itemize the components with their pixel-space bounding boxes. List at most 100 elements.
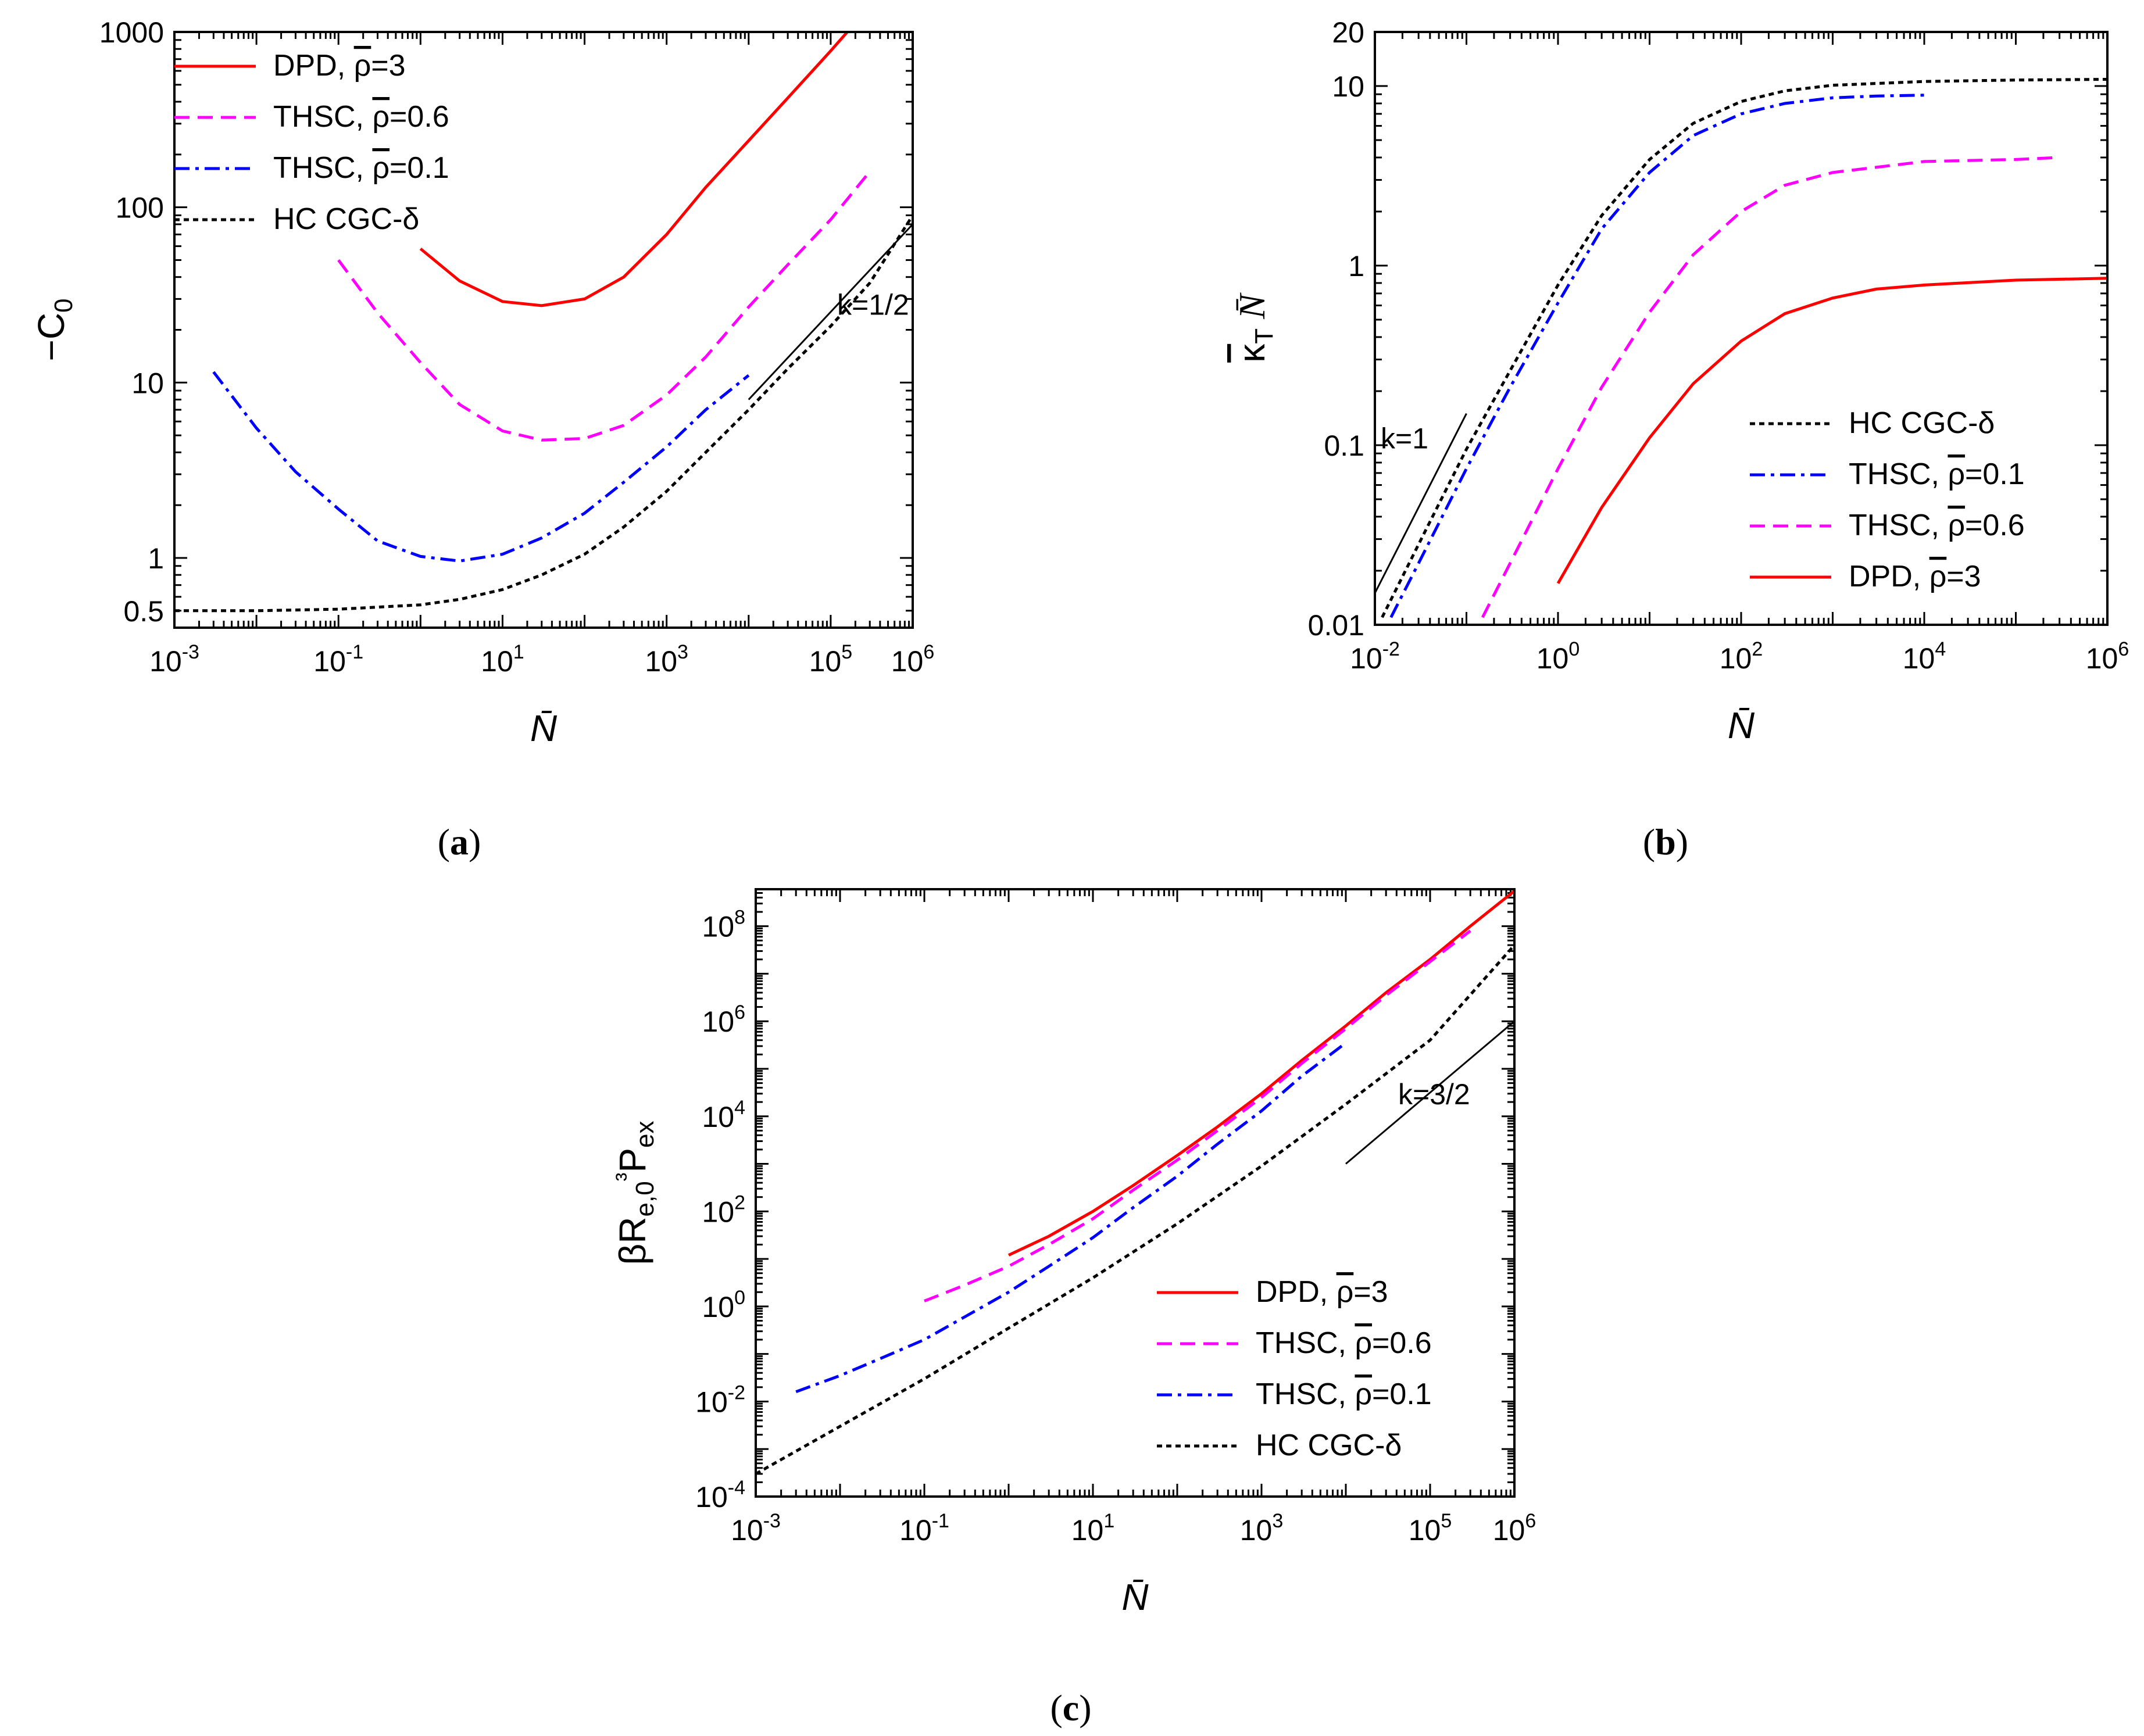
y-tick-exp: 6 [734, 1001, 745, 1023]
legend-label-DPD-pre: DPD, [1256, 1275, 1337, 1309]
x-tick-exp: 1 [513, 641, 524, 663]
panel-label-a: (a) [438, 821, 481, 862]
y-tick-base: 10 [702, 1101, 734, 1133]
x-tick-label: 102 [1720, 638, 1763, 675]
y-tick-label: 1 [148, 542, 164, 575]
series-line-THSC01 [1389, 94, 1925, 618]
y-axis-label-sub2: ex [631, 1121, 659, 1147]
legend-label-THSC01-post: =0.1 [1965, 457, 2025, 491]
legend-label-THSC06-symbol: ρ [1355, 1326, 1372, 1360]
x-tick-exp: 6 [923, 641, 934, 663]
y-tick-label: 10 [1332, 70, 1364, 103]
y-tick-exp: -4 [728, 1477, 745, 1499]
x-tick-label: 105 [809, 641, 853, 678]
y-tick-label: 0.01 [1308, 609, 1364, 642]
y-tick-base: 10 [702, 911, 734, 943]
legend-label-THSC01-pre: THSC, [273, 151, 372, 185]
y-axis-label-main: −C [30, 313, 72, 361]
legend-label-DPD: DPD, ρ=3 [1849, 560, 1981, 593]
legend-label-DPD-symbol: ρ [354, 49, 371, 83]
x-tick-base: 10 [1903, 642, 1935, 675]
x-tick-label: 105 [1409, 1510, 1452, 1547]
legend-label-THSC01-symbol: ρ [1355, 1377, 1372, 1411]
slope-annotation: k=1/2 [837, 289, 909, 321]
x-tick-exp: 1 [1103, 1510, 1114, 1532]
legend-label-THSC06-symbol: ρ [372, 100, 390, 134]
x-tick-label: 106 [891, 641, 935, 678]
y-tick-label: 0.5 [123, 595, 164, 628]
x-tick-base: 10 [731, 1514, 763, 1547]
x-tick-label: 10-3 [149, 641, 199, 678]
x-tick-label: 100 [1536, 638, 1580, 675]
x-axis-label: N̄ [1121, 1576, 1149, 1618]
legend-label-DPD-pre: DPD, [1849, 560, 1929, 593]
y-tick-label: 104 [702, 1097, 745, 1133]
legend-label-DPD: DPD, ρ=3 [273, 49, 406, 83]
legend-label-DPD-post: =3 [1353, 1275, 1388, 1309]
y-tick-label: 0.1 [1324, 429, 1364, 462]
series-line-THSC06 [337, 170, 871, 442]
x-tick-exp: -1 [932, 1510, 949, 1532]
legend-label-THSC06-post: =0.6 [1965, 509, 2025, 542]
y-axis-label: κT N̄ [1231, 292, 1278, 363]
slope-annotation: k=1 [1381, 423, 1428, 455]
legend-label-THSC01: THSC, ρ=0.1 [1849, 457, 2025, 491]
series-line-HC [756, 944, 1514, 1476]
slope-guide-line [1345, 1021, 1515, 1165]
series-line-HC [174, 214, 913, 613]
legend-label-THSC01-symbol: ρ [372, 151, 390, 185]
y-tick-base: 10 [702, 1291, 734, 1323]
y-axis-label: βRe,0³Pex [611, 1121, 659, 1265]
chart-panel-a: k=1/210-3 10-1 101 103 105 1060.51101001000N̄… [30, 16, 935, 749]
legend-label-THSC01-post: =0.1 [390, 151, 449, 185]
series-line-DPD [1556, 277, 2107, 585]
x-tick-label: 106 [1493, 1510, 1536, 1547]
x-tick-base: 10 [1493, 1514, 1525, 1547]
legend-label-THSC06-pre: THSC, [273, 100, 372, 134]
y-axis-label-n: N̄ [1231, 292, 1273, 328]
legend-label-HC: HC CGC-δ [1849, 406, 1995, 440]
y-axis-label-p: P [612, 1148, 653, 1173]
x-tick-exp: -3 [182, 641, 199, 663]
y-tick-base: 10 [702, 1195, 734, 1228]
x-tick-exp: -2 [1382, 638, 1400, 660]
x-tick-label: 103 [1240, 1510, 1284, 1547]
x-tick-label: 103 [645, 641, 688, 678]
x-tick-base: 10 [1536, 642, 1569, 675]
panel-label-c: (c) [1050, 1687, 1091, 1728]
y-tick-exp: -2 [728, 1381, 745, 1404]
y-tick-base: 10 [702, 1005, 734, 1038]
x-tick-base: 10 [1071, 1514, 1104, 1547]
y-tick-exp: 8 [734, 907, 745, 929]
y-tick-label: 10 [131, 367, 164, 399]
legend-label-THSC06-pre: THSC, [1849, 509, 1948, 542]
x-tick-exp: 5 [1441, 1510, 1452, 1532]
y-tick-exp: 0 [734, 1287, 745, 1309]
series-line-THSC06 [1481, 156, 2060, 618]
legend-label-THSC01-post: =0.1 [1372, 1377, 1432, 1411]
x-tick-exp: -3 [763, 1510, 781, 1532]
y-axis-label-main: βR [612, 1216, 653, 1265]
series-line-HC [1381, 78, 2107, 618]
x-tick-label: 10-3 [731, 1510, 781, 1547]
slope-guide-line [1374, 413, 1467, 594]
x-tick-base: 10 [891, 645, 924, 678]
legend-label-THSC01: THSC, ρ=0.1 [1256, 1377, 1432, 1411]
slope-annotation: k=3/2 [1398, 1078, 1470, 1111]
legend-label-DPD-pre: DPD, [273, 49, 354, 83]
y-axis-label-kappa: κ [1231, 343, 1273, 363]
x-tick-label: 10-1 [313, 641, 363, 678]
x-tick-exp: 3 [677, 641, 688, 663]
legend-label-THSC06: THSC, ρ=0.6 [1256, 1326, 1432, 1360]
x-axis-label: N̄ [530, 707, 558, 749]
legend-label-HC: HC CGC-δ [1256, 1429, 1402, 1462]
y-axis-label-sup: ³ [611, 1173, 639, 1182]
legend-label-THSC01-symbol: ρ [1948, 457, 1965, 491]
x-tick-base: 10 [809, 645, 842, 678]
legend-label-DPD: DPD, ρ=3 [1256, 1275, 1388, 1309]
legend-label-DPD-post: =3 [1946, 560, 1981, 593]
